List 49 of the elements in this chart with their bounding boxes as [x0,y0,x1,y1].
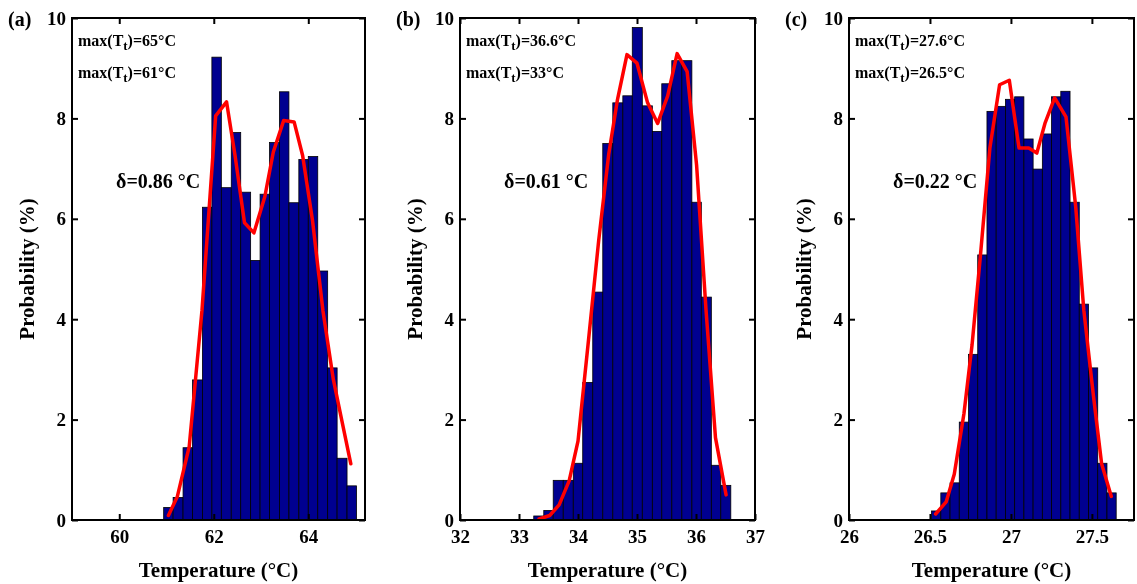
annotation: δ=0.61 °C [504,170,589,192]
y-tick-label: 4 [833,308,844,330]
x-tick-label: 35 [628,526,647,548]
y-tick-label: 6 [56,208,66,230]
x-tick-label: 26 [840,526,859,548]
x-tick-label: 60 [110,526,130,548]
x-axis-title: Temperature (°C) [138,558,299,582]
chart-title: (b) [396,8,421,31]
x-tick-label: 36 [687,526,706,548]
annotation: max(T$_{t}$)=33°C [466,64,564,85]
y-tick-label: 8 [444,107,454,129]
y-axis-title: Probability (%) [792,198,816,340]
y-tick-label: 0 [56,509,66,531]
x-tick-label: 37 [746,526,766,548]
annotation: δ=0.86 °C [116,170,201,192]
x-tick-label: 32 [451,526,470,548]
y-tick-label: 6 [833,208,843,230]
x-tick-label: 27 [1001,526,1022,548]
y-tick-label: 4 [56,308,67,330]
y-tick-label: 6 [444,208,454,230]
x-tick-label: 62 [204,526,224,548]
x-axis-title: Temperature (°C) [911,558,1072,582]
y-axis-title: Probability (%) [15,198,39,340]
y-tick-label: 2 [833,409,843,431]
chart-title: (a) [8,8,32,31]
x-tick-label: 26.5 [913,526,948,548]
y-tick-label: 4 [444,308,455,330]
annotation: max(T$_{t}$)=36.6°C [466,32,576,53]
annotation: max(T$_{t}$)=26.5°C [855,64,965,85]
y-tick-label: 0 [444,509,454,531]
x-tick-label: 33 [510,526,529,548]
y-tick-label: 10 [824,7,843,29]
y-tick-label: 10 [47,7,66,29]
chart-title: (c) [785,8,808,31]
x-tick-label: 27.5 [1075,526,1110,548]
annotation: max(T$_{t}$)=61°C [78,64,176,85]
x-axis-title: Temperature (°C) [527,558,688,582]
y-axis-title: Probability (%) [403,198,427,340]
annotation: δ=0.22 °C [893,170,978,192]
y-tick-label: 2 [444,409,454,431]
x-tick-label: 34 [569,526,589,548]
annotation: max(T$_{t}$)=65°C [78,32,176,53]
y-tick-label: 2 [56,409,66,431]
y-tick-label: 0 [833,509,843,531]
y-tick-label: 8 [833,107,843,129]
annotation: max(T$_{t}$)=27.6°C [855,32,965,53]
y-tick-label: 8 [56,107,66,129]
x-tick-label: 64 [299,526,319,548]
y-tick-label: 10 [435,7,454,29]
